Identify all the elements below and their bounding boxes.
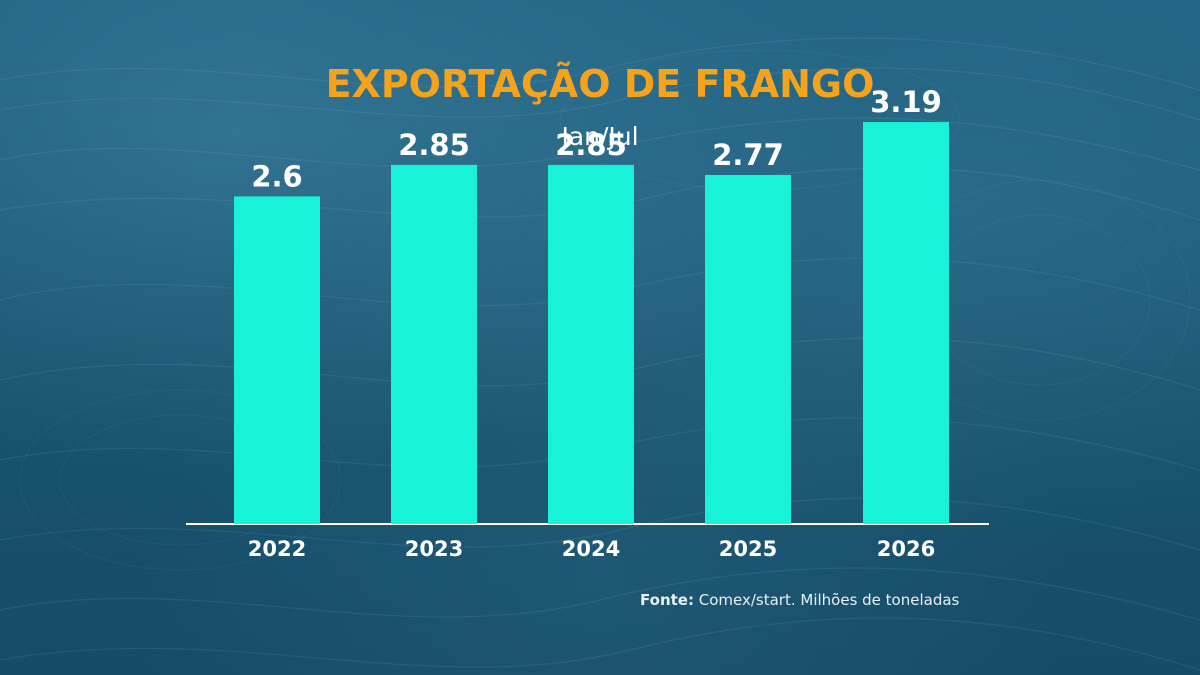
bar-2023 — [391, 164, 477, 524]
bar-2026 — [863, 122, 949, 524]
x-tick-label-2026: 2026 — [877, 537, 935, 561]
x-tick-label-2025: 2025 — [719, 537, 777, 561]
value-label-2022: 2.6 — [251, 159, 302, 193]
chart-subtitle: Jan/Jul — [561, 122, 639, 151]
bar-2024 — [548, 164, 634, 524]
x-tick-label-2022: 2022 — [248, 537, 306, 561]
value-label-2026: 3.19 — [870, 85, 942, 119]
source-label: Fonte: — [640, 591, 694, 609]
source-text: Comex/start. Milhões de toneladas — [698, 591, 960, 609]
value-label-2025: 2.77 — [712, 138, 784, 172]
value-label-2023: 2.85 — [398, 128, 470, 162]
bar-2022 — [234, 196, 320, 524]
x-tick-label-2024: 2024 — [562, 537, 620, 561]
source-note: Fonte: Comex/start. Milhões de toneladas — [640, 591, 959, 609]
value-label-2024: 2.85 — [555, 128, 627, 162]
bar-2025 — [705, 174, 791, 525]
x-tick-label-2023: 2023 — [405, 537, 463, 561]
chart-title: EXPORTAÇÃO DE FRANGO — [325, 62, 875, 106]
